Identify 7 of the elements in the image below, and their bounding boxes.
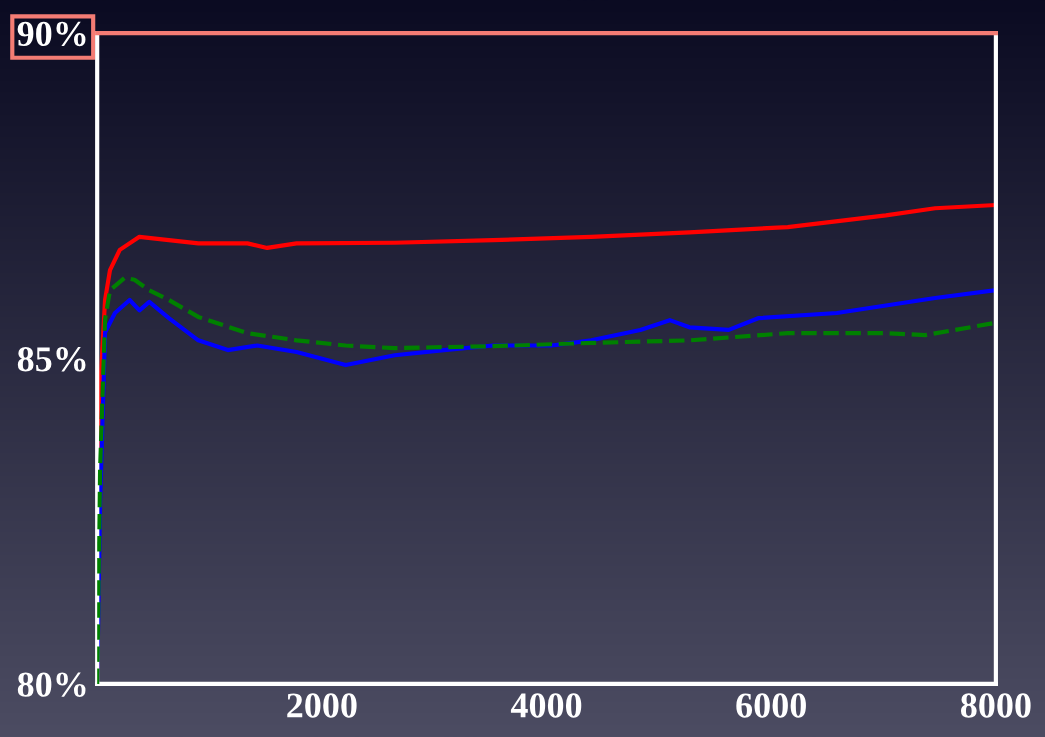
y-tick-label: 85% [17,347,86,372]
y-tick-label: 90% [17,21,86,47]
x-tick-label: 6000 [736,693,806,718]
x-tick-label: 8000 [960,693,1031,718]
x-tick-label: 4000 [510,693,582,718]
x-tick-label: 2000 [287,693,357,718]
y-tick-label: 80% [17,672,86,697]
